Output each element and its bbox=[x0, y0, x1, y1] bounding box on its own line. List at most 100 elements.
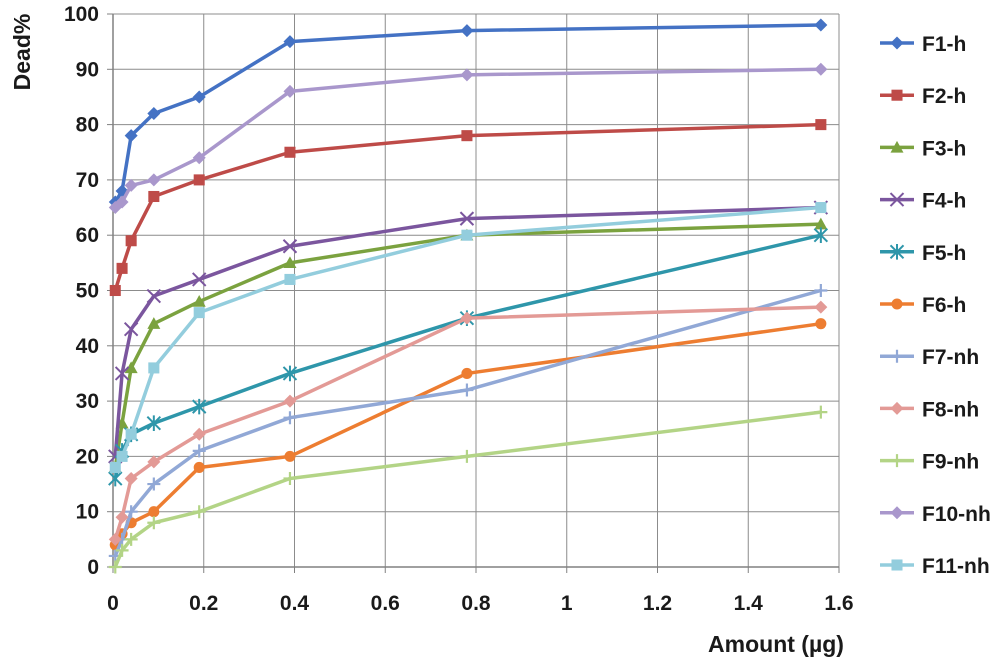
legend-item-f4-h: F4-h bbox=[880, 190, 966, 213]
legend-label: F10-nh bbox=[922, 503, 991, 526]
x-tick-label: 0.4 bbox=[280, 592, 310, 615]
data-point-f7-nh bbox=[283, 411, 297, 425]
x-tick-label: 1 bbox=[561, 592, 573, 615]
legend-label: F3-h bbox=[922, 137, 966, 160]
data-point-f10-nh bbox=[124, 178, 138, 192]
data-point-f2-h bbox=[461, 130, 473, 142]
legend-marker bbox=[890, 36, 904, 50]
x-axis-label: Amount (µg) bbox=[708, 631, 844, 657]
data-point-f1-h bbox=[124, 129, 138, 143]
y-tick-label: 0 bbox=[87, 556, 99, 579]
legend-label: F7-nh bbox=[922, 346, 979, 369]
x-tick-label: 1.6 bbox=[824, 592, 853, 615]
data-point-f4-h bbox=[192, 272, 207, 287]
legend-marker bbox=[890, 506, 904, 520]
data-point-f9-nh bbox=[124, 532, 138, 546]
series-f3-h bbox=[108, 217, 828, 473]
data-point-f10-nh bbox=[147, 173, 161, 187]
series-f9-nh bbox=[108, 405, 828, 574]
data-point-f9-nh bbox=[814, 405, 828, 419]
series-f8-nh bbox=[108, 300, 828, 546]
data-point-f7-nh bbox=[814, 284, 828, 297]
x-tick-label: 1.2 bbox=[643, 592, 672, 615]
legend-item-f7-nh: F7-nh bbox=[880, 346, 979, 369]
data-point-f2-h bbox=[125, 235, 137, 247]
data-point-f2-h bbox=[148, 190, 160, 203]
data-point-f5-h bbox=[192, 398, 207, 415]
series-line-f8-nh bbox=[113, 305, 821, 540]
y-tick-label: 90 bbox=[76, 58, 99, 81]
data-point-f11-nh bbox=[109, 461, 121, 473]
legend-item-f5-h: F5-h bbox=[880, 242, 966, 265]
data-point-f9-nh bbox=[460, 449, 474, 463]
data-point-f10-nh bbox=[192, 151, 206, 165]
legend-label: F5-h bbox=[922, 242, 966, 265]
y-tick-label: 80 bbox=[76, 114, 99, 137]
legend-item-f6-h: F6-h bbox=[880, 294, 966, 317]
data-point-f7-nh bbox=[460, 383, 474, 397]
data-point-f7-nh bbox=[147, 477, 161, 491]
data-point-f2-h bbox=[284, 146, 296, 158]
series-line-f4-h bbox=[113, 205, 821, 457]
data-point-f9-nh bbox=[192, 505, 206, 519]
series-f5-h bbox=[108, 227, 829, 487]
data-point-f11-nh bbox=[284, 273, 296, 285]
data-point-f9-nh bbox=[115, 543, 129, 557]
y-tick-label: 50 bbox=[76, 280, 99, 303]
series-line-f3-h bbox=[113, 222, 821, 468]
series-f1-h bbox=[108, 18, 828, 209]
series-line-f7-nh bbox=[113, 288, 822, 557]
x-tick-label: 0.6 bbox=[371, 592, 400, 615]
legend-item-f10-nh: F10-nh bbox=[880, 503, 991, 526]
data-point-f5-h bbox=[146, 415, 162, 432]
data-point-f8-nh bbox=[460, 311, 474, 325]
data-point-f8-nh bbox=[124, 472, 138, 486]
legend-label: F11-nh bbox=[922, 555, 990, 578]
data-point-f11-nh bbox=[815, 202, 827, 214]
data-point-f2-h bbox=[815, 119, 827, 131]
data-point-f11-nh bbox=[116, 450, 128, 462]
legend-item-f9-nh: F9-nh bbox=[880, 451, 979, 474]
data-point-f10-nh bbox=[814, 62, 828, 76]
legend-marker bbox=[891, 298, 903, 310]
data-point-f1-h bbox=[192, 90, 206, 104]
series-f6-h bbox=[109, 318, 827, 551]
data-point-f5-h bbox=[108, 470, 123, 487]
legend-marker bbox=[889, 244, 905, 260]
legend-label: F1-h bbox=[922, 33, 966, 56]
series-line-f9-nh bbox=[113, 410, 822, 568]
data-point-f8-nh bbox=[147, 455, 161, 469]
data-point-f2-h bbox=[193, 174, 205, 186]
data-point-f11-nh bbox=[125, 428, 137, 440]
data-point-f4-h bbox=[459, 211, 475, 226]
y-tick-label: 70 bbox=[76, 169, 99, 192]
data-point-f4-h bbox=[146, 288, 162, 304]
data-point-f9-nh bbox=[283, 472, 297, 486]
data-point-f3-h bbox=[124, 361, 138, 374]
data-point-f3-h bbox=[147, 317, 161, 329]
y-tick-label: 60 bbox=[76, 224, 99, 247]
y-tick-label: 10 bbox=[76, 501, 99, 524]
data-point-f3-h bbox=[283, 256, 297, 269]
data-point-f11-nh bbox=[461, 229, 473, 241]
data-point-f6-h bbox=[148, 506, 160, 518]
legend-item-f8-nh: F8-nh bbox=[880, 398, 979, 421]
data-point-f1-h bbox=[460, 24, 474, 38]
legend-item-f2-h: F2-h bbox=[880, 85, 966, 108]
legend-label: F8-nh bbox=[922, 398, 979, 421]
legend-label: F2-h bbox=[922, 85, 966, 108]
legend-item-f1-h: F1-h bbox=[880, 33, 966, 56]
data-point-f6-h bbox=[815, 318, 827, 330]
series-line-f2-h bbox=[113, 122, 821, 292]
data-point-f5-h bbox=[282, 365, 298, 382]
legend-item-f11-nh: F11-nh bbox=[880, 555, 990, 578]
x-tick-label: 0.2 bbox=[189, 592, 218, 615]
data-point-f3-h bbox=[192, 295, 206, 307]
data-point-f10-nh bbox=[283, 84, 297, 98]
legend-label: F9-nh bbox=[922, 451, 979, 474]
x-tick-label: 0.8 bbox=[461, 592, 491, 615]
data-point-f9-nh bbox=[147, 516, 161, 530]
y-tick-label: 40 bbox=[76, 335, 99, 358]
legend-marker bbox=[889, 192, 905, 207]
